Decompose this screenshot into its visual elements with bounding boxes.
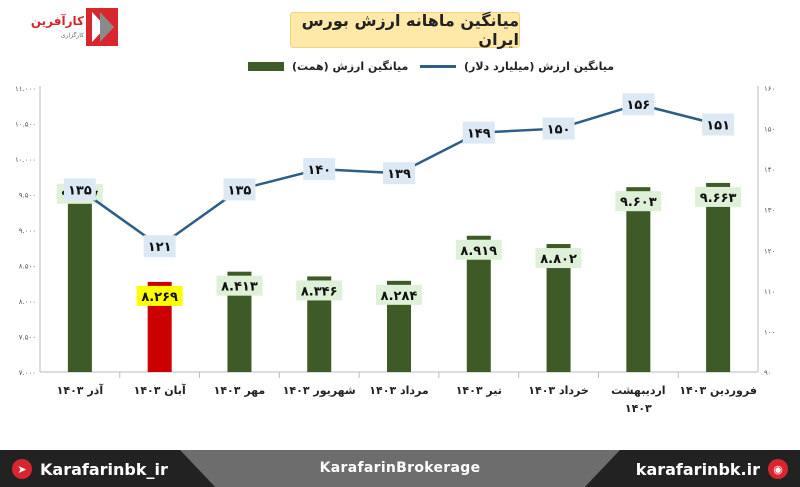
line-data-label: ۱۵۰ <box>547 123 571 138</box>
y-left-tick-label: ۹.۰۰۰ <box>19 227 36 235</box>
y-left-tick-label: ۷.۵۰۰ <box>19 334 36 342</box>
footer-website[interactable]: karafarinbk.ir ◉ <box>636 459 788 479</box>
x-tick-label: فروردین ۱۴۰۳ <box>679 384 757 397</box>
line-data-label-bg <box>542 117 575 140</box>
y-left-tick-label: ۷.۰۰۰ <box>19 369 36 377</box>
y-right-tick-label: ۱۳۰ <box>764 207 775 215</box>
bar-data-label-bg <box>455 239 502 260</box>
y-left-tick-label: ۸.۵۰۰ <box>19 263 36 271</box>
bar-data-label-bg <box>615 191 662 212</box>
x-tick-label: شهریور ۱۴۰۳ <box>283 384 356 397</box>
y-right-tick-label: ۱۴۰ <box>764 166 775 174</box>
footer-brokerage-text: KarafarinBrokerage <box>319 460 481 476</box>
x-tick-label: آبان ۱۴۰۳ <box>134 383 186 397</box>
bar <box>626 187 651 372</box>
bar-data-label-bg <box>216 275 263 296</box>
y-left-tick-label: ۱۰.۵۰۰ <box>15 121 36 129</box>
y-left-tick-label: ۸.۰۰۰ <box>19 298 36 306</box>
bar-data-label: ۸.۹۱۹ <box>460 244 497 259</box>
globe-icon: ◉ <box>768 459 788 479</box>
combo-chart: ۷.۰۰۰ ۷.۵۰۰ ۸.۰۰۰ ۸.۵۰۰ ۹.۰۰۰ ۹.۵۰۰ ۱۰.۰۰۰ ۱۰.۵… <box>15 85 775 415</box>
legend-label-line: میانگین ارزش (میلیارد دلار) <box>464 60 615 73</box>
bar-data-label-bg <box>695 186 742 207</box>
line-data-label-bg <box>383 162 415 185</box>
x-tick-label: مرداد ۱۴۰۳ <box>369 384 428 397</box>
bar-data-label: ۸.۲۸۴ <box>381 289 418 304</box>
bar-data-label-bg <box>535 248 582 269</box>
y-right-tick-label: ۹۰ <box>764 369 772 377</box>
x-tick-label: تیر ۱۴۰۳ <box>456 384 502 397</box>
bar-data-label: ۹.۶۶۳ <box>700 191 737 206</box>
y-left-tick-label: ۱۰.۰۰۰ <box>15 156 36 164</box>
x-tick-label: مهر ۱۴۰۳ <box>214 384 266 397</box>
x-tick-label-line2: ۱۴۰۳ <box>625 402 652 415</box>
bar-data-label: ۸.۸۰۲ <box>540 252 577 267</box>
line-data-label: ۱۳۵ <box>68 183 92 198</box>
bar-data-label-bg <box>136 285 183 306</box>
legend-swatch-line <box>420 65 456 68</box>
y-left-tick-label: ۱۱.۰۰۰ <box>15 85 36 93</box>
line-data-label-bg <box>702 113 735 136</box>
line-data-label-bg <box>303 158 336 181</box>
footer-center-panel <box>180 450 620 487</box>
line-data-label: ۱۳۹ <box>387 167 411 182</box>
telegram-icon: ➤ <box>12 459 32 479</box>
line-data-label: ۱۲۱ <box>148 240 172 255</box>
line-data-label: ۱۴۰ <box>307 163 331 178</box>
y-right-tick-label: ۱۲۰ <box>764 247 775 255</box>
website-url: karafarinbk.ir <box>635 459 760 479</box>
line-data-label-bg <box>223 178 256 201</box>
y-right-tick-label: ۱۶۰ <box>764 85 775 93</box>
logo-subtext: کارگزاری <box>60 32 84 39</box>
x-tick-label-line1: اردیبهشت <box>611 384 665 397</box>
logo-text: کارآفرین <box>30 14 84 28</box>
legend-label-bar: میانگین ارزش (همت) <box>292 60 409 73</box>
bar-data-label-bg <box>296 280 343 301</box>
bar-data-label: ۸.۳۴۶ <box>301 284 338 299</box>
line-data-label: ۱۳۵ <box>228 183 252 198</box>
y-right-tick-label: ۱۵۰ <box>764 126 775 134</box>
line-data-label-bg <box>462 121 495 144</box>
y-right-tick-label: ۱۰۰ <box>764 328 775 336</box>
x-tick-label: آذر ۱۴۰۳ <box>57 383 104 397</box>
brand-logo: کارآفرین کارگزاری <box>8 6 118 50</box>
bar-data-label: ۸.۴۱۳ <box>221 280 258 295</box>
bar <box>67 179 92 372</box>
line-data-label-bg <box>63 178 96 201</box>
x-tick-label: خرداد ۱۴۰۳ <box>528 384 589 397</box>
y-right-tick-label: ۱۱۰ <box>764 288 775 296</box>
chart-title: میانگین ماهانه ارزش بورس ایران <box>290 11 520 49</box>
line-data-label-bg <box>143 235 176 258</box>
bar-data-label: ۹.۶۰۳ <box>620 195 657 210</box>
line-data-label-bg <box>622 93 655 116</box>
y-left-tick-label: ۹.۵۰۰ <box>19 192 36 200</box>
line-data-label: ۱۴۹ <box>467 127 491 142</box>
line-data-label: ۱۵۶ <box>626 98 650 113</box>
line-data-label: ۱۵۱ <box>706 119 730 134</box>
footer-telegram[interactable]: ➤ Karafarinbk_ir <box>12 459 168 479</box>
bar <box>706 182 731 372</box>
bar-data-label: ۸.۲۶۹ <box>141 290 178 305</box>
legend-item-bar: میانگین ارزش (همت) <box>248 60 408 73</box>
telegram-handle: Karafarinbk_ir <box>40 459 168 479</box>
karafarin-logo-icon <box>86 8 118 46</box>
legend-swatch-bar <box>248 62 284 71</box>
bar-data-label-bg <box>376 284 422 305</box>
legend-item-line: میانگین ارزش (میلیارد دلار) <box>420 60 614 73</box>
